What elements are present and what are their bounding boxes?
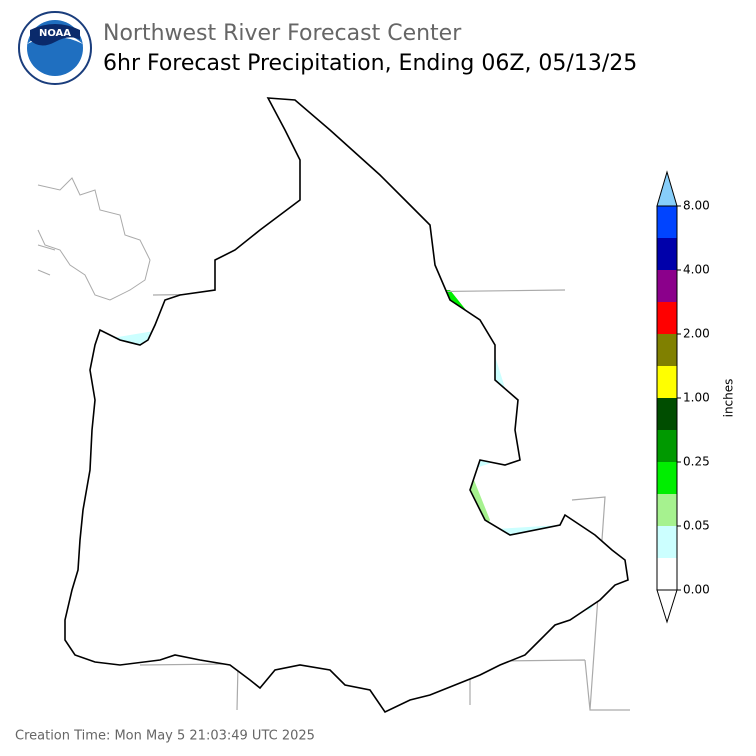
colorbar-over [656,170,678,207]
colorbar-segment [657,334,677,366]
colorbar-segment [657,270,677,302]
colorbar-tick-label: 2.00 [683,327,710,341]
colorbar-tick-label: 0.25 [683,455,710,469]
map [37,97,630,713]
colorbar-segment [657,462,677,494]
colorbar-tick-label: 1.00 [683,391,710,405]
title: Northwest River Forecast Center [103,21,462,46]
colorbar-segment [657,238,677,270]
colorbar-tick-label: 8.00 [683,199,710,213]
colorbar-segment [657,494,677,526]
colorbar-tick-label: 0.05 [683,519,710,533]
colorbar-segment [657,430,677,462]
colorbar-segment [657,526,677,558]
colorbar-segment [657,398,677,430]
colorbar: inches 0.00 0.05 0.25 1.00 2.00 4.00 8.00 [656,170,736,624]
colorbar-segment [657,206,677,238]
colorbar-segment [657,558,677,590]
colorbar-under [656,589,678,624]
logo-text: NOAA [39,28,71,39]
creation-time: Creation Time: Mon May 5 21:03:49 UTC 20… [15,729,315,744]
colorbar-tick-label: 4.00 [683,263,710,277]
colorbar-label: inches [722,379,736,418]
coastline [37,177,151,301]
noaa-logo: NOAA [18,11,92,85]
colorbar-segment [657,366,677,398]
colorbar-tick-label: 0.00 [683,583,710,597]
colorbar-segment [657,302,677,334]
subtitle: 6hr Forecast Precipitation, Ending 06Z, … [103,51,637,76]
